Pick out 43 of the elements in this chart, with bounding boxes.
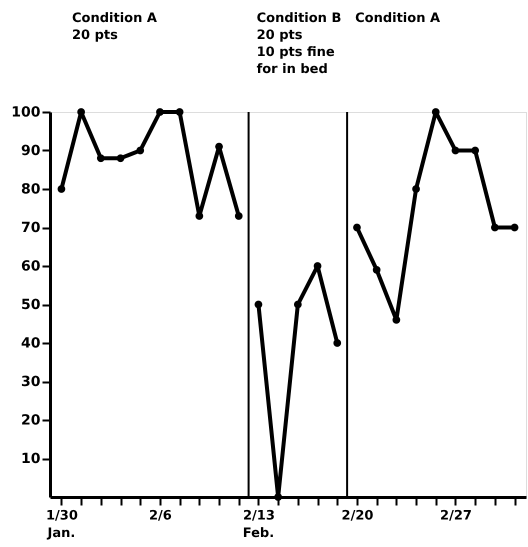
text: Jan. bbox=[46, 526, 76, 541]
text: Feb. bbox=[242, 526, 274, 541]
point bbox=[353, 224, 361, 232]
point bbox=[510, 224, 518, 232]
point bbox=[156, 108, 164, 116]
point bbox=[234, 212, 243, 220]
point bbox=[176, 108, 184, 116]
y-tick-label: 100 bbox=[11, 104, 41, 120]
point bbox=[452, 146, 460, 154]
point bbox=[254, 300, 262, 308]
point bbox=[491, 224, 499, 232]
x-tick-label: 2/6 bbox=[149, 508, 172, 524]
x-tick-label: 1/30 bbox=[46, 508, 78, 524]
text: Condition B 20 pts 10 pts fine for in bed bbox=[256, 11, 342, 77]
y-tick-label: 10 bbox=[21, 451, 41, 467]
y-tick-label: 80 bbox=[21, 182, 41, 198]
point bbox=[372, 266, 381, 274]
point bbox=[392, 316, 400, 324]
point bbox=[314, 262, 322, 270]
point bbox=[432, 108, 440, 116]
point bbox=[333, 339, 342, 347]
point bbox=[96, 154, 105, 162]
point bbox=[274, 493, 282, 501]
y-tick-label: 50 bbox=[21, 297, 41, 313]
y-tick-label: 90 bbox=[21, 143, 41, 159]
text: Condition A bbox=[355, 11, 440, 26]
x-tick-label: 2/20 bbox=[342, 508, 374, 524]
y-tick-label: 20 bbox=[21, 412, 41, 428]
point bbox=[77, 108, 85, 116]
point bbox=[195, 212, 204, 220]
x-tick-label: 2/13 bbox=[243, 508, 275, 524]
point bbox=[294, 300, 302, 308]
y-tick-label: 70 bbox=[21, 220, 41, 236]
x-tick-label: 2/27 bbox=[440, 508, 472, 524]
point bbox=[412, 185, 420, 193]
text: Condition A 20 pts bbox=[72, 11, 157, 43]
point bbox=[116, 154, 124, 162]
point bbox=[58, 185, 66, 193]
y-tick-label: 60 bbox=[21, 258, 41, 274]
point bbox=[136, 146, 144, 154]
y-tick-label: 30 bbox=[21, 374, 41, 390]
y-tick-label: 40 bbox=[21, 336, 41, 352]
point bbox=[471, 146, 480, 154]
